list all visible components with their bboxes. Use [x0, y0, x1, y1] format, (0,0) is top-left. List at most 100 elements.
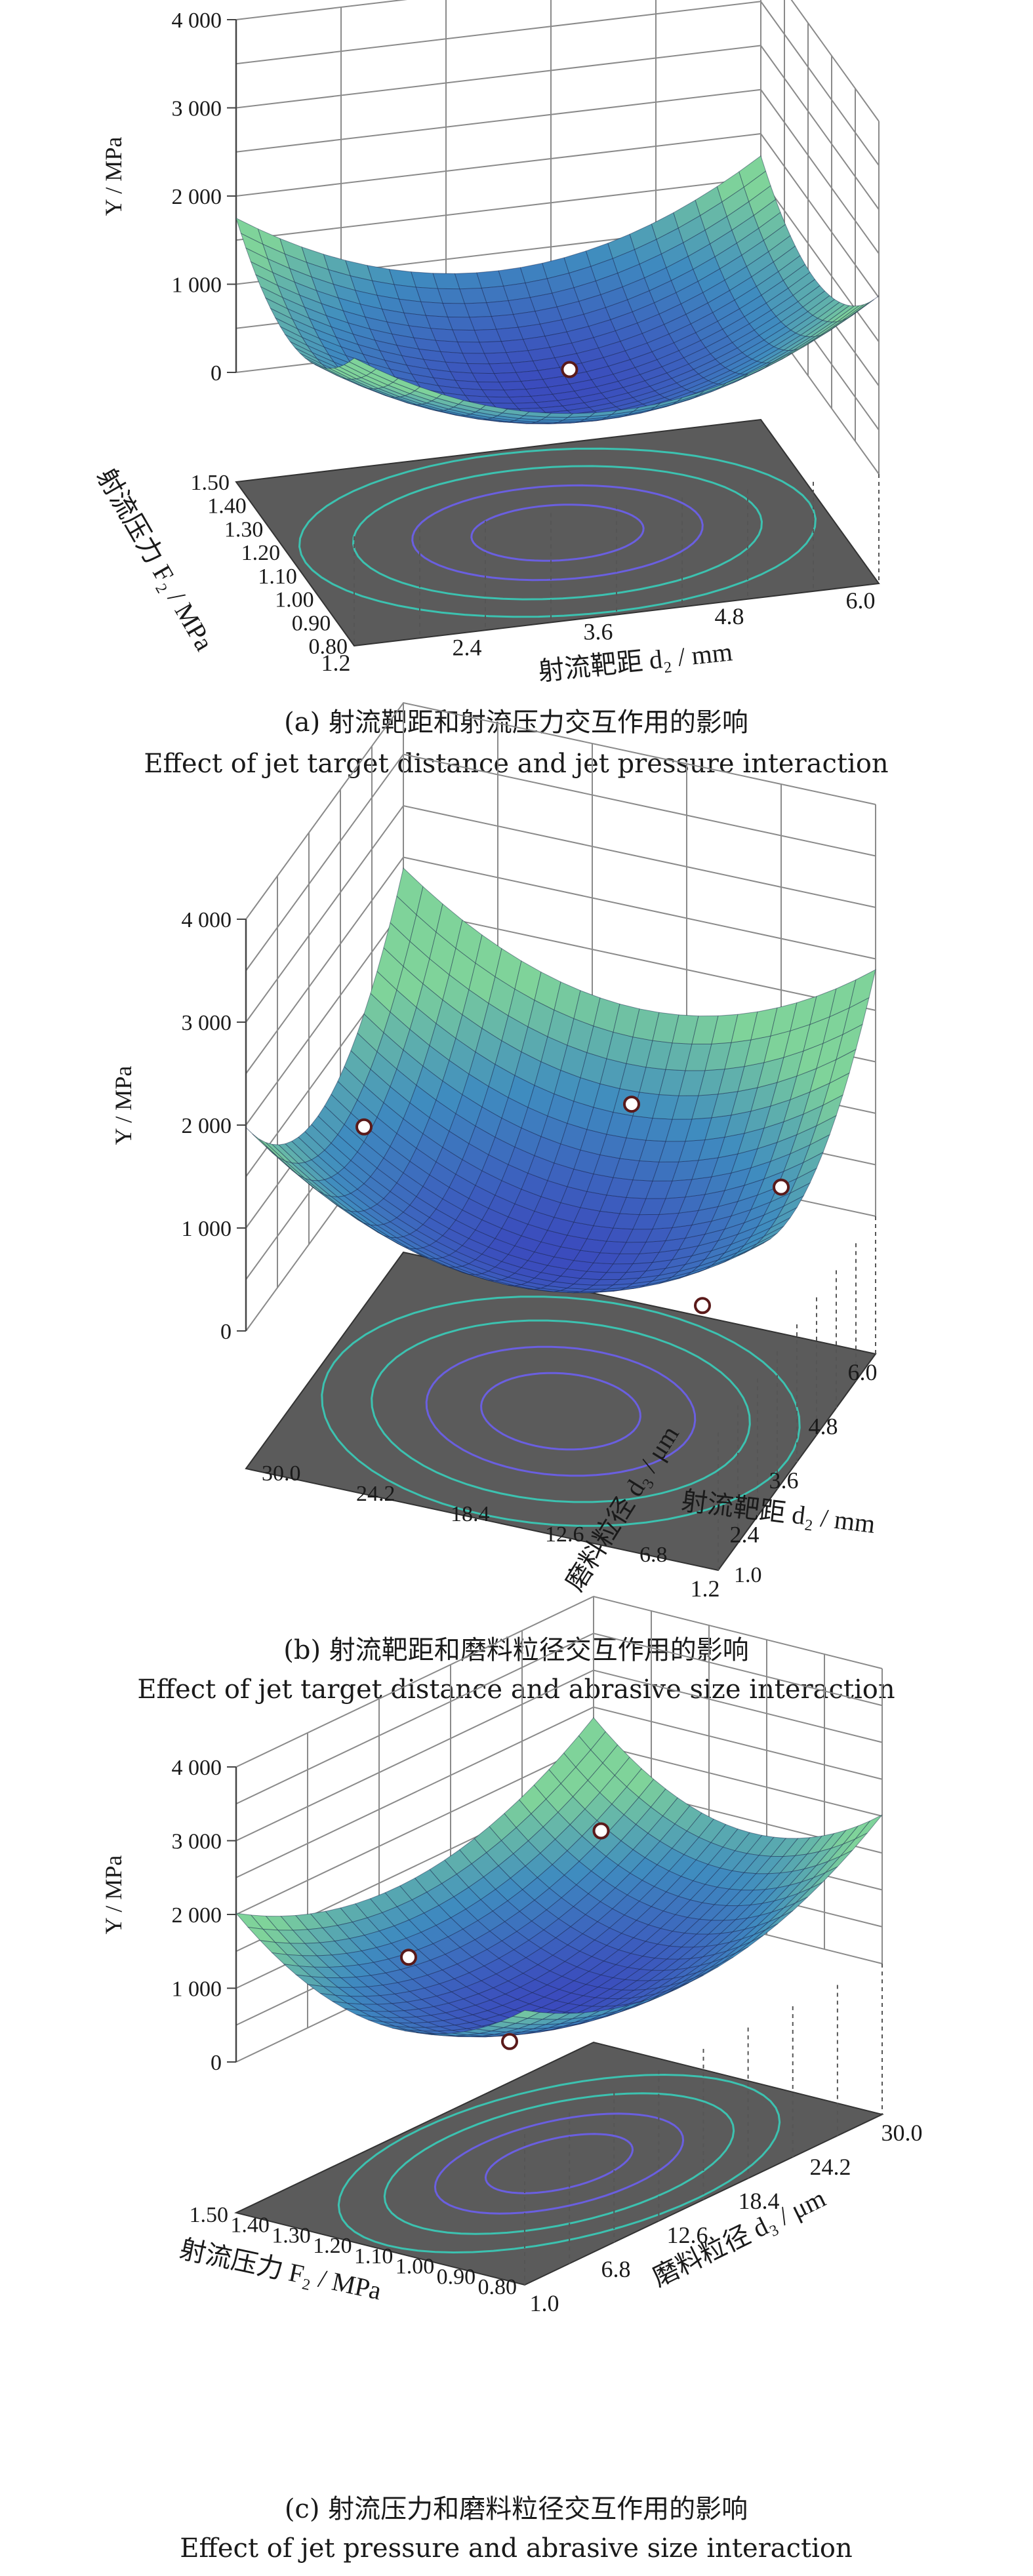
- surface-cell: [510, 1865, 538, 1890]
- z-tick-label: 2 000: [172, 185, 222, 209]
- surface-cell: [411, 1892, 440, 1914]
- surface-cell: [307, 1927, 336, 1943]
- surface-cell: [655, 1981, 683, 1994]
- surface-cell: [315, 1954, 345, 1968]
- surface-cell: [516, 1992, 546, 2005]
- surface-cell: [586, 366, 614, 380]
- surface-cell: [481, 389, 510, 398]
- surface-cell: [451, 1986, 479, 2000]
- surface-cell: [615, 1952, 644, 1968]
- y-tick-label: 1.30: [224, 517, 264, 542]
- surface-cell: [780, 1896, 808, 1917]
- surface-cell: [654, 1945, 683, 1960]
- surface-cell: [641, 324, 670, 344]
- caption-english: Effect of jet target distance and abrasi…: [137, 1674, 895, 1705]
- y-tick-label: 1.0: [734, 1563, 762, 1587]
- surface-cell: [422, 359, 451, 372]
- surface-cell: [809, 988, 837, 1025]
- contour-line: [371, 1319, 751, 1503]
- surface-cell: [813, 1855, 841, 1878]
- surface-cell: [284, 334, 314, 353]
- surface-cell: [247, 1926, 276, 1943]
- surface-cell: [447, 1928, 476, 1948]
- surface-cell: [516, 1813, 544, 1842]
- wall-grid-line: [235, 1595, 883, 1768]
- surface-cell: [554, 1824, 583, 1852]
- wall-grid-line: [235, 1, 880, 166]
- observed-point: [400, 1949, 417, 1966]
- x-tick-label: 6.0: [848, 1359, 878, 1385]
- surface-cell: [410, 2027, 437, 2032]
- surface-cell: [557, 1796, 586, 1825]
- contour-line: [411, 484, 704, 582]
- x-tick-label: 6.0: [846, 587, 876, 614]
- surface-cell: [731, 214, 760, 244]
- surface-cell: [391, 333, 420, 350]
- surface-cell: [630, 1857, 658, 1881]
- z-tick-label: 3 000: [172, 1830, 222, 1854]
- x-tick-label: 2.4: [730, 1522, 760, 1548]
- contour-line: [480, 1372, 641, 1451]
- surface-cell: [477, 1911, 506, 1932]
- x-tick-label: 24.2: [810, 2154, 851, 2180]
- surface-cell: [455, 2034, 483, 2038]
- y-tick-label: 1.50: [190, 2203, 229, 2227]
- surface-cell: [260, 286, 289, 309]
- surface-cell: [647, 1911, 676, 1929]
- contour-line: [383, 2092, 735, 2235]
- y-tick-label: 0.90: [437, 2265, 476, 2289]
- surface-cell: [380, 2024, 408, 2031]
- surface-cell: [455, 2022, 482, 2029]
- z-tick-label: 0: [220, 1320, 232, 1344]
- surface-cell: [389, 368, 418, 383]
- surface-cell: [394, 284, 422, 302]
- contour-line: [484, 2133, 634, 2194]
- surface-cell: [270, 307, 298, 330]
- surface-cell: [605, 1840, 634, 1866]
- surface-cell: [776, 1868, 805, 1889]
- z-axis-label: Y / MPa: [100, 1855, 127, 1935]
- contour-line: [425, 1345, 697, 1477]
- surface-cell: [620, 1920, 649, 1939]
- z-ticks: 0 1 000 2 000 3 000 4 000: [172, 1756, 236, 2075]
- y-tick-label: 1.20: [241, 541, 281, 565]
- surface-cell: [382, 1982, 411, 1994]
- y-tick-label: 1.10: [354, 2244, 394, 2269]
- surface-cell: [632, 302, 660, 324]
- surface-cell: [731, 1011, 758, 1043]
- surface-cell: [572, 1779, 601, 1810]
- surface-cell: [355, 377, 384, 389]
- response-surface: [235, 155, 880, 425]
- x-tick-label: 3.6: [769, 1467, 799, 1494]
- surface-cell: [495, 327, 524, 342]
- surface-cell: [815, 320, 843, 337]
- z-tick-label: 4 000: [172, 9, 222, 33]
- surface-cell: [322, 1986, 352, 1997]
- surface-cell: [610, 406, 640, 415]
- z-ticks: 0 1 000 2 000 3 000 4 000: [172, 9, 236, 386]
- chart-panel-a: 0 1 000 2 000 3 000 4 000 Y / MPa 1.2 2.4 3.6 4.8…: [91, 0, 889, 779]
- z-tick-label: 3 000: [172, 97, 222, 121]
- surface-cell: [368, 387, 395, 398]
- z-tick-label: 0: [211, 361, 222, 386]
- surface-cell: [348, 357, 377, 373]
- surface-cell: [290, 341, 317, 359]
- y-tick-label: 1.30: [272, 2223, 311, 2248]
- surface-cell: [343, 1964, 372, 1978]
- surface-cell: [560, 1766, 588, 1798]
- y-tick-label: 12.6: [545, 1522, 584, 1547]
- surface-cell: [722, 1905, 752, 1921]
- z-axis-label: Y / MPa: [100, 137, 127, 216]
- surface-cell: [646, 1989, 674, 2002]
- contour-line: [321, 1296, 801, 1527]
- surface-cell: [430, 1954, 458, 1971]
- surface-cell: [277, 1930, 306, 1944]
- surface-cell: [800, 320, 828, 337]
- observed-point: [501, 2032, 518, 2050]
- surface-cell: [666, 363, 695, 379]
- surface-cell: [596, 416, 624, 422]
- surface-cell: [571, 337, 599, 354]
- surface-cell: [687, 1902, 716, 1920]
- y-tick-label: 1.10: [258, 565, 297, 589]
- surface-cell: [561, 402, 590, 411]
